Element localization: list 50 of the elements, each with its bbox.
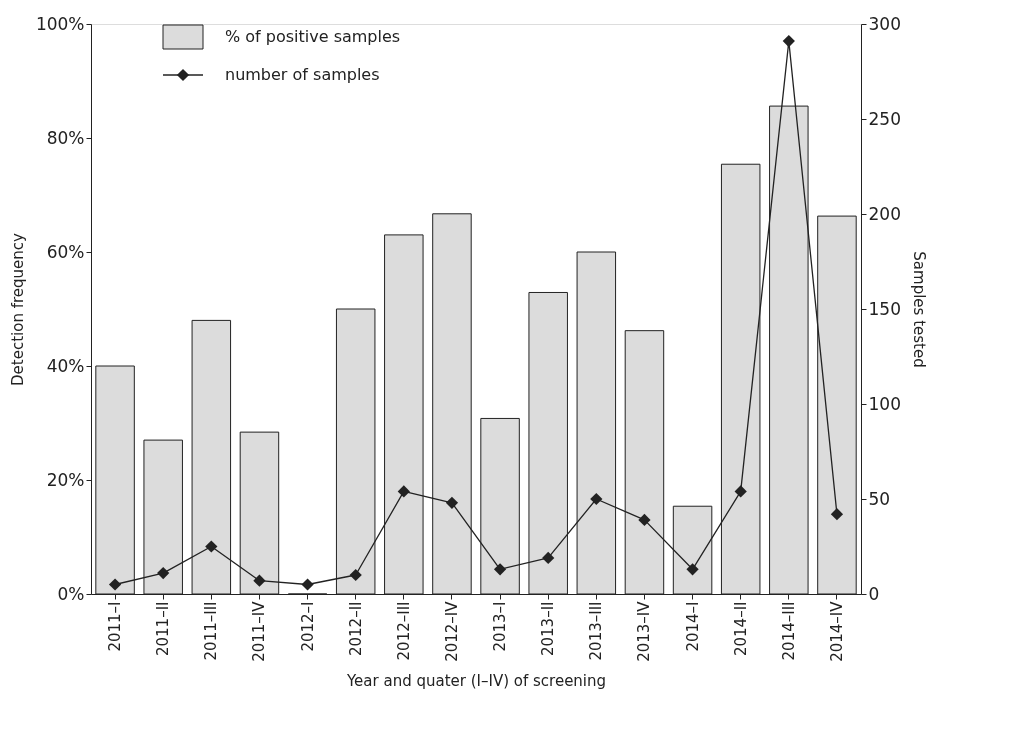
point xyxy=(493,563,507,576)
x-tick-label: 2012–II xyxy=(346,601,365,657)
y2-tick-label: 100 xyxy=(868,393,901,414)
y2-axis-title: Samples tested xyxy=(909,251,928,368)
point xyxy=(157,566,170,580)
y2-tick-label: 300 xyxy=(868,13,901,34)
y2-tick-label: 50 xyxy=(868,488,891,509)
x-tick-label: 2011–III xyxy=(202,601,221,661)
point xyxy=(445,496,459,509)
y-tick-label: 80% xyxy=(46,127,85,148)
point xyxy=(830,508,844,521)
point xyxy=(301,578,314,591)
x-tick-label: 2014–IV xyxy=(827,600,846,662)
y2-tick-label: 250 xyxy=(868,108,901,129)
x-tick-label: 2012–III xyxy=(394,601,413,661)
y-tick-label: 100% xyxy=(35,13,85,34)
legend-label: number of samples xyxy=(225,65,380,84)
point xyxy=(638,513,651,527)
x-tick-label: 2013–I xyxy=(491,601,510,652)
point xyxy=(108,578,122,591)
y-tick-label: 20% xyxy=(46,469,85,490)
point xyxy=(253,574,266,587)
point xyxy=(782,34,795,48)
y-tick-label: 40% xyxy=(46,355,85,376)
x-tick-label: 2012–I xyxy=(298,601,317,652)
y-tick-label: 0% xyxy=(57,583,85,604)
x-tick-label: 2013–IV xyxy=(635,600,654,662)
x-tick-label: 2011–II xyxy=(154,601,173,657)
point xyxy=(542,551,555,565)
y-tick-label: 60% xyxy=(46,241,85,262)
point xyxy=(734,485,747,498)
x-tick-label: 2014–I xyxy=(683,601,702,652)
y2-tick-label: 150 xyxy=(868,298,901,319)
y2-tick-label: 200 xyxy=(868,203,901,224)
point xyxy=(349,568,362,582)
x-tick-label: 2013–III xyxy=(587,601,606,661)
x-tick-label: 2011–IV xyxy=(250,600,269,662)
x-tick-label: 2014–III xyxy=(779,601,798,661)
point xyxy=(397,485,410,498)
point xyxy=(590,492,603,506)
legend-label: % of positive samples xyxy=(225,27,401,46)
point xyxy=(205,540,218,553)
x-tick-label: 2013–II xyxy=(539,601,558,657)
x-axis-title: Year and quater (I–IV) of screening xyxy=(345,671,607,690)
y-axis-title: Detection frequency xyxy=(8,232,27,386)
x-tick-label: 2012–IV xyxy=(442,600,461,662)
x-tick-label: 2014–II xyxy=(731,601,750,657)
y2-tick-label: 0 xyxy=(868,583,880,604)
point xyxy=(686,563,699,576)
x-tick-label: 2011–I xyxy=(106,601,125,652)
